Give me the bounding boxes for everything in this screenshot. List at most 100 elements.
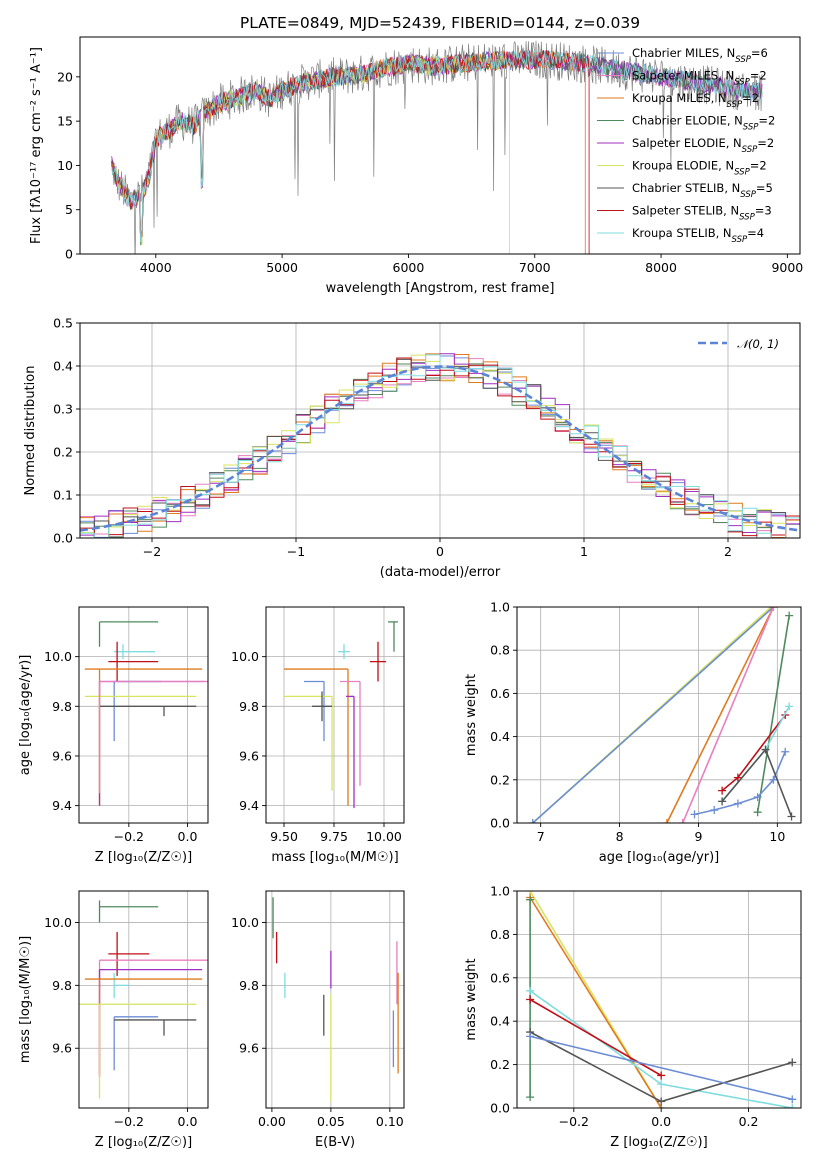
y-tick-label: 0.2 bbox=[490, 772, 510, 787]
x-tick-label: 0.10 bbox=[376, 1114, 404, 1129]
y-tick-label: 10.0 bbox=[44, 649, 72, 664]
y-axis-label: Normed distribution bbox=[23, 366, 38, 496]
mass-weight-marker bbox=[753, 793, 762, 802]
axes-frame bbox=[265, 890, 405, 1109]
x-tick-label: 5000 bbox=[266, 260, 298, 275]
weight-vs-age-panel: 7 8 9 10 0.0 0.2 0.4 0.6 0.8 1.0 age [log₁₀(age/yr… bbox=[464, 600, 802, 865]
x-axis-label: Z [log₁₀(Z/Z☉)] bbox=[610, 1135, 707, 1150]
x-tick-label: −0.2 bbox=[114, 1114, 144, 1129]
y-tick-label: 0.1 bbox=[53, 488, 73, 503]
x-tick-label: 2 bbox=[724, 544, 732, 559]
x-tick-label: 7000 bbox=[519, 260, 551, 275]
x-tick-label: 0.0 bbox=[178, 1114, 198, 1129]
y-axis-label: mass weight bbox=[464, 674, 479, 756]
x-tick-label: 10 bbox=[769, 829, 785, 844]
x-tick-label: 0.0 bbox=[178, 829, 198, 844]
legend-entry: Salpeter ELODIE, NSSP=2 bbox=[632, 136, 774, 155]
x-axis-label: Z [log₁₀(Z/Z☉)] bbox=[95, 850, 192, 865]
y-tick-label: 9.6 bbox=[52, 748, 72, 763]
mass-weight-marker bbox=[788, 1058, 797, 1067]
x-tick-label: 0.0 bbox=[651, 1114, 671, 1129]
x-tick-label: 9.75 bbox=[320, 829, 348, 844]
plot-area bbox=[111, 40, 763, 254]
residual-histogram-step bbox=[80, 354, 800, 538]
legend-entry: Kroupa STELIB, NSSP=4 bbox=[632, 226, 764, 245]
y-tick-label: 0.0 bbox=[53, 531, 73, 546]
mass-weight-marker bbox=[788, 1095, 797, 1104]
y-axis-label: mass weight bbox=[464, 958, 479, 1040]
y-tick-label: 10 bbox=[57, 158, 73, 173]
mass-weight-marker bbox=[761, 745, 770, 754]
mass-weight-line bbox=[666, 607, 775, 823]
axes-frame bbox=[79, 322, 801, 539]
y-tick-label: 9.6 bbox=[239, 748, 259, 763]
model-spectrum-line bbox=[111, 49, 763, 242]
age-vs-metallicity-panel: −0.2 0.0 9.4 9.6 9.8 10.0 Z [log₁₀(Z/Z☉)] age [… bbox=[18, 606, 209, 865]
x-axis-label: mass [log₁₀(M/M☉)] bbox=[271, 850, 398, 865]
axes-frame bbox=[516, 606, 802, 824]
mass-weight-marker bbox=[733, 773, 742, 782]
y-tick-label: 9.8 bbox=[52, 978, 72, 993]
y-tick-label: 0.4 bbox=[490, 1014, 510, 1029]
y-tick-label: 0.0 bbox=[490, 816, 510, 831]
axes-frame bbox=[78, 890, 209, 1109]
legend-entry: Salpeter STELIB, NSSP=3 bbox=[632, 204, 772, 223]
y-tick-label: 0.6 bbox=[490, 970, 510, 985]
y-tick-label: 10.0 bbox=[44, 915, 72, 930]
x-tick-label: 8 bbox=[616, 829, 624, 844]
mass-weight-marker bbox=[662, 819, 671, 823]
y-tick-label: 15 bbox=[57, 114, 73, 129]
y-tick-label: 9.4 bbox=[239, 798, 259, 813]
legend-entry: Chabrier ELODIE, NSSP=2 bbox=[632, 114, 775, 133]
legend-entry: Chabrier STELIB, NSSP=5 bbox=[632, 181, 773, 200]
y-tick-label: 0.6 bbox=[490, 686, 510, 701]
x-tick-label: 1 bbox=[580, 544, 588, 559]
mass-vs-metallicity-panel: −0.2 0.0 9.6 9.8 10.0 Z [log₁₀(Z/Z☉)] mass [lo… bbox=[18, 890, 209, 1150]
mass-weight-marker bbox=[657, 1097, 666, 1106]
legend-entry: Kroupa ELODIE, NSSP=2 bbox=[632, 159, 767, 178]
x-tick-label: 6000 bbox=[393, 260, 425, 275]
y-tick-label: 9.8 bbox=[52, 699, 72, 714]
y-tick-label: 20 bbox=[57, 69, 73, 84]
y-tick-label: 5 bbox=[65, 202, 73, 217]
x-axis-label: wavelength [Angstrom, rest frame] bbox=[326, 281, 555, 296]
mass-vs-reddening-panel: 0.00 0.05 0.10 9.6 9.8 10.0 E(B-V) bbox=[231, 890, 405, 1150]
y-tick-label: 0.2 bbox=[53, 445, 73, 460]
x-tick-label: 8000 bbox=[645, 260, 677, 275]
axes-frame bbox=[79, 36, 801, 255]
x-axis-label: Z [log₁₀(Z/Z☉)] bbox=[95, 1135, 192, 1150]
mass-weight-marker bbox=[526, 995, 535, 1004]
plot-area bbox=[79, 900, 208, 1099]
y-tick-label: 0.8 bbox=[490, 927, 510, 942]
y-tick-label: 0.2 bbox=[490, 1057, 510, 1072]
mass-weight-marker bbox=[718, 797, 727, 806]
mass-weight-line bbox=[681, 607, 775, 823]
mass-weight-marker bbox=[526, 895, 535, 904]
x-tick-label: 0.00 bbox=[258, 1114, 286, 1129]
y-tick-label: 10.0 bbox=[231, 915, 259, 930]
mass-weight-line bbox=[529, 897, 662, 1108]
x-tick-label: 9 bbox=[694, 829, 702, 844]
x-tick-label: 9000 bbox=[771, 260, 803, 275]
legend-entry: 𝒩(0, 1) bbox=[737, 337, 779, 351]
x-tick-label: −1 bbox=[287, 544, 305, 559]
weight-vs-metallicity-panel: −0.2 0.0 0.2 0.0 0.2 0.4 0.6 0.8 1.0 Z [log₁₀(Z/Z… bbox=[464, 884, 802, 1150]
x-tick-label: 4000 bbox=[140, 260, 172, 275]
y-tick-label: 9.6 bbox=[52, 1041, 72, 1056]
y-tick-label: 9.8 bbox=[239, 978, 259, 993]
x-tick-label: 9.50 bbox=[270, 829, 298, 844]
mass-weight-line bbox=[756, 615, 790, 813]
y-tick-label: 0.8 bbox=[490, 643, 510, 658]
y-tick-label: 0.4 bbox=[490, 729, 510, 744]
plot-area bbox=[526, 891, 797, 1108]
mass-weight-marker bbox=[753, 808, 762, 817]
y-tick-label: 1.0 bbox=[490, 600, 510, 615]
y-tick-label: 9.8 bbox=[239, 699, 259, 714]
mass-weight-marker bbox=[657, 1071, 666, 1080]
y-tick-label: 9.6 bbox=[239, 1041, 259, 1056]
y-tick-label: 0.4 bbox=[53, 359, 73, 374]
x-tick-label: 10.00 bbox=[366, 829, 402, 844]
y-tick-label: 0 bbox=[65, 247, 73, 262]
mass-weight-marker bbox=[657, 1080, 666, 1089]
